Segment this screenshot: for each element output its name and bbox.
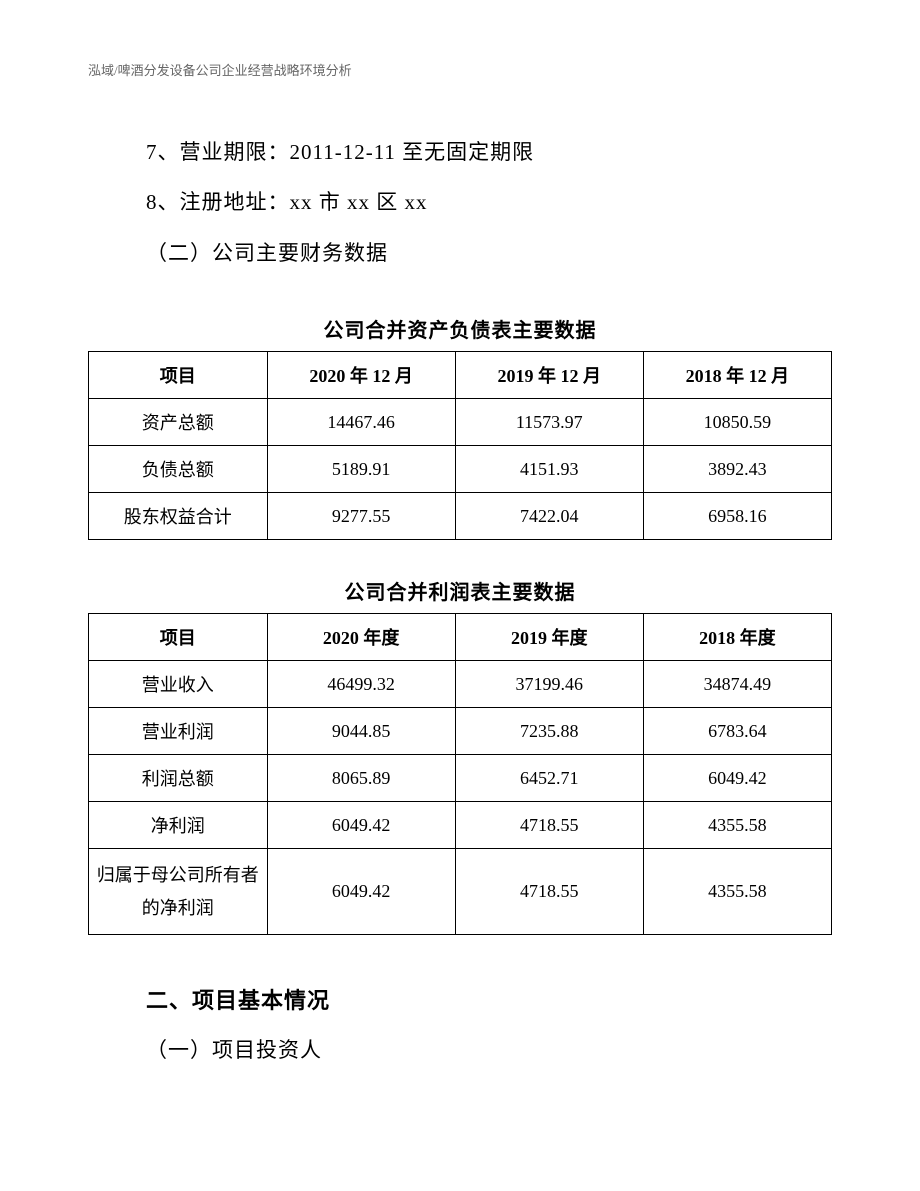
table-cell: 6783.64 <box>643 708 831 755</box>
table-row: 利润总额 8065.89 6452.71 6049.42 <box>89 755 832 802</box>
table-cell: 7422.04 <box>455 493 643 540</box>
table-cell: 归属于母公司所有者的净利润 <box>89 849 268 935</box>
table2-col-header: 项目 <box>89 614 268 661</box>
table1-col-header: 2018 年 12 月 <box>643 352 831 399</box>
table-cell: 4151.93 <box>455 446 643 493</box>
table-row: 归属于母公司所有者的净利润 6049.42 4718.55 4355.58 <box>89 849 832 935</box>
table-row: 股东权益合计 9277.55 7422.04 6958.16 <box>89 493 832 540</box>
table-cell: 6049.42 <box>267 849 455 935</box>
table-cell: 4718.55 <box>455 849 643 935</box>
table-cell: 营业收入 <box>89 661 268 708</box>
table-cell: 10850.59 <box>643 399 831 446</box>
table-cell: 4355.58 <box>643 802 831 849</box>
table-cell: 7235.88 <box>455 708 643 755</box>
balance-sheet-table: 项目 2020 年 12 月 2019 年 12 月 2018 年 12 月 资… <box>88 351 832 540</box>
table-cell: 14467.46 <box>267 399 455 446</box>
income-statement-table: 项目 2020 年度 2019 年度 2018 年度 营业收入 46499.32… <box>88 613 832 935</box>
table2-col-header: 2020 年度 <box>267 614 455 661</box>
table-cell: 5189.91 <box>267 446 455 493</box>
table-header-row: 项目 2020 年度 2019 年度 2018 年度 <box>89 614 832 661</box>
table-cell: 负债总额 <box>89 446 268 493</box>
table1-col-header: 2020 年 12 月 <box>267 352 455 399</box>
table2-title: 公司合并利润表主要数据 <box>88 576 832 605</box>
table2-col-header: 2019 年度 <box>455 614 643 661</box>
table1-col-header: 项目 <box>89 352 268 399</box>
table-cell: 46499.32 <box>267 661 455 708</box>
table-row: 营业利润 9044.85 7235.88 6783.64 <box>89 708 832 755</box>
table1-title: 公司合并资产负债表主要数据 <box>88 314 832 343</box>
table-cell: 4718.55 <box>455 802 643 849</box>
table-cell: 利润总额 <box>89 755 268 802</box>
table-cell: 6049.42 <box>267 802 455 849</box>
table-cell: 资产总额 <box>89 399 268 446</box>
table-cell: 8065.89 <box>267 755 455 802</box>
table-row: 营业收入 46499.32 37199.46 34874.49 <box>89 661 832 708</box>
subsection-financial-data: （二）公司主要财务数据 <box>146 228 832 278</box>
table-cell: 11573.97 <box>455 399 643 446</box>
table-cell: 营业利润 <box>89 708 268 755</box>
table-cell: 9277.55 <box>267 493 455 540</box>
table-cell: 3892.43 <box>643 446 831 493</box>
table-row: 负债总额 5189.91 4151.93 3892.43 <box>89 446 832 493</box>
table-cell: 6049.42 <box>643 755 831 802</box>
table-header-row: 项目 2020 年 12 月 2019 年 12 月 2018 年 12 月 <box>89 352 832 399</box>
table-cell: 37199.46 <box>455 661 643 708</box>
table-cell: 9044.85 <box>267 708 455 755</box>
table-row: 净利润 6049.42 4718.55 4355.58 <box>89 802 832 849</box>
table-cell: 34874.49 <box>643 661 831 708</box>
table-cell: 6452.71 <box>455 755 643 802</box>
table1-col-header: 2019 年 12 月 <box>455 352 643 399</box>
document-page: 泓域/啤酒分发设备公司企业经营战略环境分析 7、营业期限：2011-12-11 … <box>0 0 920 1136</box>
table-cell: 4355.58 <box>643 849 831 935</box>
line-business-term: 7、营业期限：2011-12-11 至无固定期限 <box>146 127 832 177</box>
table2-col-header: 2018 年度 <box>643 614 831 661</box>
table-row: 资产总额 14467.46 11573.97 10850.59 <box>89 399 832 446</box>
table-cell: 净利润 <box>89 802 268 849</box>
table-cell: 6958.16 <box>643 493 831 540</box>
page-header: 泓域/啤酒分发设备公司企业经营战略环境分析 <box>88 60 832 79</box>
table-cell: 股东权益合计 <box>89 493 268 540</box>
subsection-project-investor: （一）项目投资人 <box>146 1025 832 1075</box>
section-2-title: 二、项目基本情况 <box>146 977 832 1025</box>
line-registered-address: 8、注册地址：xx 市 xx 区 xx <box>146 177 832 227</box>
